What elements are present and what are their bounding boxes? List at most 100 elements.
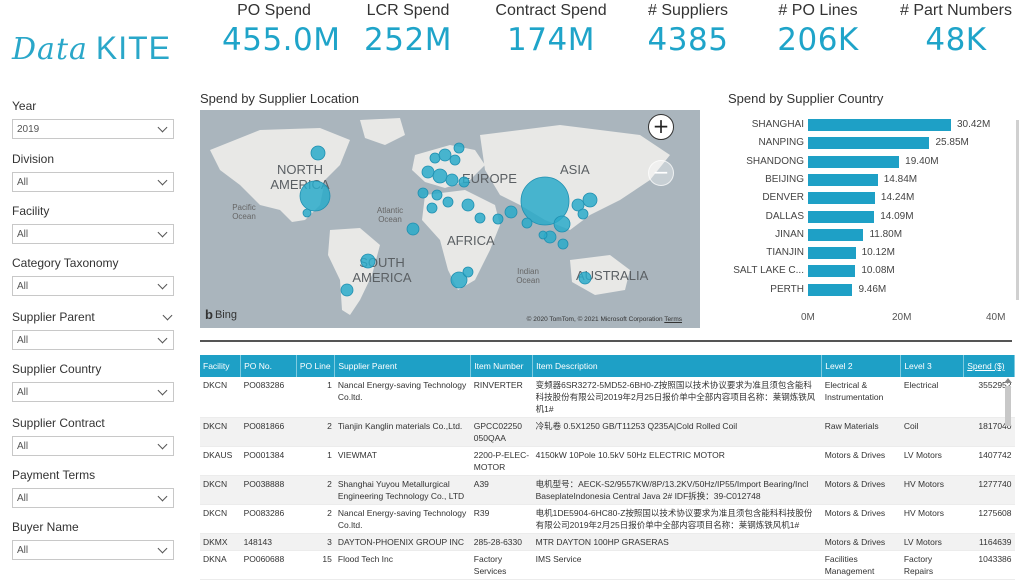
bar[interactable] <box>808 247 856 260</box>
bar[interactable] <box>808 228 864 241</box>
bar-row[interactable]: PERTH 9.46M <box>728 283 1020 297</box>
facility-dropdown[interactable]: All <box>12 224 174 244</box>
location-bubble[interactable] <box>302 208 312 218</box>
location-bubble[interactable] <box>429 152 441 164</box>
location-bubble[interactable] <box>445 173 459 187</box>
bar[interactable] <box>808 265 856 278</box>
division-dropdown[interactable]: All <box>12 172 174 192</box>
location-bubble[interactable] <box>504 205 518 219</box>
slicer-payment-terms: Payment Terms All <box>12 468 174 508</box>
bar[interactable] <box>808 173 878 186</box>
map-zoom-in-button[interactable]: + <box>648 114 674 140</box>
bar[interactable] <box>808 283 853 296</box>
kpi-value: 4385 <box>647 22 729 58</box>
country-bar-chart[interactable]: SHANGHAI 30.42M NANPING 25.85M SHANDONG 19.40… <box>728 118 1020 328</box>
bar-category-label: BEIJING <box>765 173 804 185</box>
location-bubble[interactable] <box>310 145 326 161</box>
location-bubble[interactable] <box>538 230 548 240</box>
chevron-down-icon <box>157 333 168 343</box>
location-bubble[interactable] <box>299 180 331 212</box>
bar[interactable] <box>808 137 930 150</box>
column-header[interactable]: Supplier Parent <box>334 355 472 377</box>
column-header[interactable]: Level 2 <box>821 355 902 377</box>
bar-row[interactable]: TIANJIN 10.12M <box>728 246 1020 260</box>
location-bubble[interactable] <box>426 202 438 214</box>
location-bubble[interactable] <box>557 238 569 250</box>
bar[interactable] <box>808 155 900 168</box>
column-header[interactable]: PO Line <box>296 355 336 377</box>
location-bubble[interactable] <box>571 198 585 212</box>
scroll-thumb[interactable] <box>1005 386 1011 426</box>
location-bubble[interactable] <box>438 148 452 162</box>
location-bubble[interactable] <box>474 212 486 224</box>
location-bubble[interactable] <box>431 189 443 201</box>
table-cell: LV Motors <box>900 533 964 551</box>
location-bubble[interactable] <box>340 283 354 297</box>
column-header[interactable]: Item Description <box>532 355 823 377</box>
column-header[interactable]: PO No. <box>240 355 297 377</box>
year-dropdown[interactable]: 2019 <box>12 119 174 139</box>
bar-row[interactable]: NANPING 25.85M <box>728 136 1020 150</box>
location-bubble[interactable] <box>458 176 470 188</box>
bar[interactable] <box>808 210 875 223</box>
payment-terms-dropdown[interactable]: All <box>12 488 174 508</box>
location-bubble[interactable] <box>453 142 465 154</box>
location-bubble[interactable] <box>553 215 571 233</box>
location-bubbles[interactable] <box>299 142 598 297</box>
bar-row[interactable]: SHANGHAI 30.42M <box>728 118 1020 132</box>
location-bubble[interactable] <box>421 165 435 179</box>
location-bubble[interactable] <box>492 213 504 225</box>
table-row[interactable]: DKNA PO060688 15 Flood Tech Inc Factory Serv… <box>200 550 1015 580</box>
slicer-buyer-name: Buyer Name All <box>12 520 174 560</box>
table-row[interactable]: DKMX 148143 3 DAYTON-PHOENIX GROUP INC 285-2… <box>200 533 1015 551</box>
location-bubble[interactable] <box>461 198 475 212</box>
table-scrollbar[interactable] <box>1004 378 1012 578</box>
supplier-contract-dropdown[interactable]: All <box>12 436 174 456</box>
bar-row[interactable]: SALT LAKE C... 10.08M <box>728 264 1020 278</box>
kpi-contract-spend: Contract Spend 174M <box>486 2 616 58</box>
location-bubble[interactable] <box>360 253 376 269</box>
location-bubble[interactable] <box>578 271 592 285</box>
location-bubble[interactable] <box>406 222 420 236</box>
column-header[interactable]: Facility <box>200 355 242 377</box>
bar-row[interactable]: JINAN 11.80M <box>728 228 1020 242</box>
bar-row[interactable]: BEIJING 14.84M <box>728 173 1020 187</box>
location-bubble[interactable] <box>432 168 448 184</box>
location-bubble[interactable] <box>450 271 468 289</box>
bar-row[interactable]: DENVER 14.24M <box>728 191 1020 205</box>
terms-link[interactable]: Terms <box>664 316 682 323</box>
location-bubble[interactable] <box>582 192 598 208</box>
location-bubble[interactable] <box>520 176 570 226</box>
table-row[interactable]: DKCN PO083286 2 Nancal Energy-saving Techno… <box>200 504 1015 534</box>
category-taxonomy-dropdown[interactable]: All <box>12 276 174 296</box>
table-row[interactable]: DKCN PO081866 2 Tianjin Kanglin materials C… <box>200 417 1015 447</box>
column-header-spend[interactable]: Spend ($) <box>963 355 1015 377</box>
supplier-country-dropdown[interactable]: All <box>12 382 174 402</box>
bar[interactable] <box>808 192 875 205</box>
column-header[interactable]: Item Number <box>470 355 534 377</box>
table-cell: 1043386 <box>963 550 1015 580</box>
table-row[interactable]: DKCN PO038888 2 Shanghai Yuyou Metallurgica… <box>200 475 1015 505</box>
bar-row[interactable]: SHANDONG 19.40M <box>728 155 1020 169</box>
column-header[interactable]: Level 3 <box>900 355 965 377</box>
bar[interactable] <box>808 119 951 131</box>
location-bubble[interactable] <box>442 196 454 208</box>
table-row[interactable]: DKAUS PO001384 1 VIEWMAT 2200-P-ELEC-MOTOR 41… <box>200 446 1015 476</box>
location-bubble[interactable] <box>417 187 429 199</box>
bar-row[interactable]: DALLAS 14.09M <box>728 210 1020 224</box>
chart-scrollbar[interactable] <box>1016 120 1019 300</box>
location-bubble[interactable] <box>577 208 589 220</box>
map-zoom-out-button[interactable]: − <box>648 160 674 186</box>
kpi-part-numbers: # Part Numbers 48K <box>892 2 1020 58</box>
buyer-name-dropdown[interactable]: All <box>12 540 174 560</box>
table-row[interactable]: DKCN PO083286 1 Nancal Energy-saving Techno… <box>200 377 1015 418</box>
supplier-location-map[interactable]: NORTH AMERICA EUROPE ASIA AFRICA SOUTH AME… <box>200 110 700 328</box>
slicer-title: Category Taxonomy <box>12 256 119 270</box>
supplier-parent-dropdown[interactable]: All <box>12 330 174 350</box>
location-bubble[interactable] <box>521 217 533 229</box>
location-bubble[interactable] <box>449 154 461 166</box>
table-cell: 1407742 <box>963 446 1015 476</box>
chevron-down-icon[interactable] <box>162 310 173 320</box>
location-bubble[interactable] <box>462 266 474 278</box>
scroll-up-icon[interactable] <box>1004 378 1012 383</box>
